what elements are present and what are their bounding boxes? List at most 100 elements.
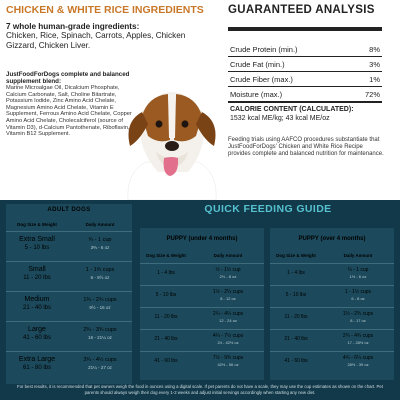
daily-amount-oz: 8 - 17 oz [350, 318, 366, 323]
analysis-label: Crude Fat (min.) [230, 60, 285, 69]
analysis-value: 3% [369, 60, 380, 69]
daily-amount-oz: 9½ - 16 oz [89, 305, 111, 310]
whole-ingredients-text: Chicken, Rice, Spinach, Carrots, Apples,… [6, 31, 186, 50]
analysis-row: Moisture (max.) 72% [228, 87, 382, 103]
column-header-amount: Daily Amount [343, 253, 373, 258]
daily-amount-cups: 3¾ - 4½ cups [83, 357, 117, 363]
puppy-under-table: PUPPY (under 4 months) Dog Size & Weight… [140, 228, 264, 380]
dog-weight-range: 61 - 80 lbs [22, 365, 52, 371]
daily-amount-oz: 8 - 12 oz [220, 296, 236, 301]
daily-amount-cups: 2¾ - 4¾ cups [342, 333, 374, 339]
column-header-size: Dog Size & Weight [146, 253, 186, 258]
top-section: CHICKEN & WHITE RICE INGREDIENTS 7 whole… [6, 4, 384, 200]
daily-amount-cups: ½ - 1½ cup [215, 267, 241, 273]
table-row: Large 41 - 60 lbs 2¾ - 3¾ cups 16 - 21¼ … [6, 321, 132, 348]
puppy-over-table: PUPPY (over 4 months) Dog Size & Weight … [270, 228, 394, 380]
daily-amount-cups: 7½ - 9¾ cups [212, 355, 244, 361]
analysis-value: 72% [364, 90, 380, 99]
table-row: Medium 21 - 40 lbs 1¾ - 2¾ cups 9½ - 16 … [6, 291, 132, 318]
puppy-weight: 5 - 10 lbs [285, 292, 307, 298]
dog-photo [127, 92, 217, 200]
table-row: Extra Small 5 - 10 lbs ¾ - 1 cup 3⅔ - 6 … [6, 231, 132, 258]
dog-weight-range: 5 - 10 lbs [24, 245, 50, 251]
analysis-value: 1% [369, 75, 380, 84]
dog-weight-range: 21 - 40 lbs [22, 305, 52, 311]
column-header-amount: Daily Amount [213, 253, 243, 258]
puppy-weight: 21 - 40 lbs [284, 336, 308, 342]
puppy-over-title: PUPPY (over 4 months) [298, 236, 366, 242]
whole-ingredients: 7 whole human-grade ingredients: Chicken… [6, 22, 196, 50]
daily-amount-cups: 1 - 1½ cups [344, 289, 372, 295]
guaranteed-analysis-title: GUARANTEED ANALYSIS [228, 4, 375, 16]
dog-size-name: Large [28, 326, 46, 333]
daily-amount-oz: 21¼ - 27 oz [88, 365, 112, 370]
analysis-label: Crude Protein (min.) [230, 45, 298, 54]
analysis-value: 8% [369, 45, 380, 54]
dog-size-name: Extra Large [18, 356, 56, 363]
puppy-under-title: PUPPY (under 4 months) [166, 236, 238, 242]
column-header-amount: Daily Amount [85, 222, 115, 227]
analysis-row: Crude Fat (min.) 3% [228, 57, 382, 72]
puppy-weight: 5 - 10 lbs [155, 292, 177, 298]
table-row: 41 - 60 lbs 7½ - 9¾ cups 42½ - 56 oz [140, 351, 264, 371]
calorie-content-value: 1532 kcal ME/kg; 43 kcal ME/oz [230, 115, 330, 122]
table-row: 11 - 20 lbs 1½ - 2¾ cups 8 - 17 oz [270, 307, 394, 327]
puppy-weight: 41 - 60 lbs [284, 358, 308, 364]
table-row: 21 - 40 lbs 2¾ - 4¾ cups 17 - 28½ oz [270, 329, 394, 349]
analysis-label: Crude Fiber (max.) [230, 75, 293, 84]
daily-amount-oz: 6 - 9½ oz [90, 275, 110, 280]
daily-amount-oz: 28½ - 39 oz [347, 362, 369, 367]
dog-weight-range: 41 - 60 lbs [22, 335, 52, 341]
table-row: 1 - 4 lbs ¼ - 1 cup 1½ - 6 oz [270, 263, 394, 283]
supplement-blend: JustFoodForDogs complete and balanced su… [6, 71, 134, 138]
puppy-weight: 11 - 20 lbs [284, 314, 308, 320]
dog-size-name: Medium [24, 296, 50, 303]
column-header-size: Dog Size & Weight [276, 253, 316, 258]
dog-weight-range: 11 - 20 lbs [23, 275, 51, 281]
table-row: 11 - 20 lbs 2¼ - 4¼ cups 12 - 24 oz [140, 307, 264, 327]
daily-amount-cups: 2¼ - 4¼ cups [212, 311, 244, 317]
ingredients-title: CHICKEN & WHITE RICE INGREDIENTS [6, 4, 204, 16]
table-row: Small 11 - 20 lbs 1 - 1¾ cups 6 - 9½ oz [6, 261, 132, 288]
daily-amount-oz: 17 - 28½ oz [347, 340, 369, 345]
daily-amount-cups: 1 - 1¾ cups [85, 267, 115, 273]
column-header-size: Dog Size & Weight [17, 222, 57, 227]
daily-amount-cups: ¼ - 1 cup [347, 267, 369, 273]
daily-amount-cups: ¾ - 1 cup [88, 237, 112, 243]
puppy-weight: 11 - 20 lbs [154, 314, 178, 320]
puppy-weight: 21 - 40 lbs [154, 336, 178, 342]
calorie-content-title: CALORIE CONTENT (CALCULATED): [230, 106, 354, 113]
table-row: 5 - 10 lbs 1½ - 2¼ cups 8 - 12 oz [140, 285, 264, 305]
dog-size-name: Small [28, 266, 46, 273]
daily-amount-oz: 3⅔ - 6 oz [90, 245, 110, 250]
table-row: 5 - 10 lbs 1 - 1½ cups 6 - 8 oz [270, 285, 394, 305]
feeding-footnote: For best results, it is recommended that… [17, 384, 383, 395]
adult-dogs-table: ADULT DOGS Dog Size & Weight Daily Amoun… [6, 204, 132, 384]
daily-amount-cups: 1½ - 2¾ cups [342, 311, 374, 317]
daily-amount-cups: 4¼ - 7½ cups [212, 333, 244, 339]
whole-ingredients-title: 7 whole human-grade ingredients: [6, 22, 140, 31]
analysis-divider [228, 27, 382, 31]
supplement-blend-text: Marine Microalgae Oil, Dicalcium Phospha… [6, 85, 132, 138]
analysis-row: Crude Fiber (max.) 1% [228, 72, 382, 87]
puppy-weight: 1 - 4 lbs [157, 270, 175, 276]
analysis-label: Moisture (max.) [230, 90, 283, 99]
quick-feeding-guide-title: QUICK FEEDING GUIDE [204, 203, 332, 215]
daily-amount-oz: 24 - 42½ oz [217, 340, 239, 345]
puppy-weight: 41 - 60 lbs [154, 358, 178, 364]
analysis-row: Crude Protein (min.) 8% [228, 42, 382, 57]
table-row: 1 - 4 lbs ½ - 1½ cup 2⅔ - 8 oz [140, 263, 264, 283]
daily-amount-oz: 42½ - 56 oz [217, 362, 239, 367]
dog-size-name: Extra Small [19, 236, 55, 243]
daily-amount-oz: 12 - 24 oz [219, 318, 237, 323]
daily-amount-oz: 16 - 21¼ oz [88, 335, 112, 340]
daily-amount-oz: 1½ - 6 oz [349, 274, 367, 279]
daily-amount-oz: 6 - 8 oz [351, 296, 365, 301]
daily-amount-cups: 2¾ - 3¾ cups [83, 327, 117, 333]
supplement-blend-title: JustFoodForDogs complete and balanced su… [6, 71, 130, 85]
table-row: Extra Large 61 - 80 lbs 3¾ - 4½ cups 21¼… [6, 351, 132, 378]
daily-amount-cups: 4¾ - 6¼ cups [342, 355, 374, 361]
daily-amount-cups: 1¾ - 2¾ cups [83, 297, 117, 303]
table-row: 21 - 40 lbs 4¼ - 7½ cups 24 - 42½ oz [140, 329, 264, 349]
aafco-statement: Feeding trials using AAFCO procedures su… [228, 137, 384, 158]
